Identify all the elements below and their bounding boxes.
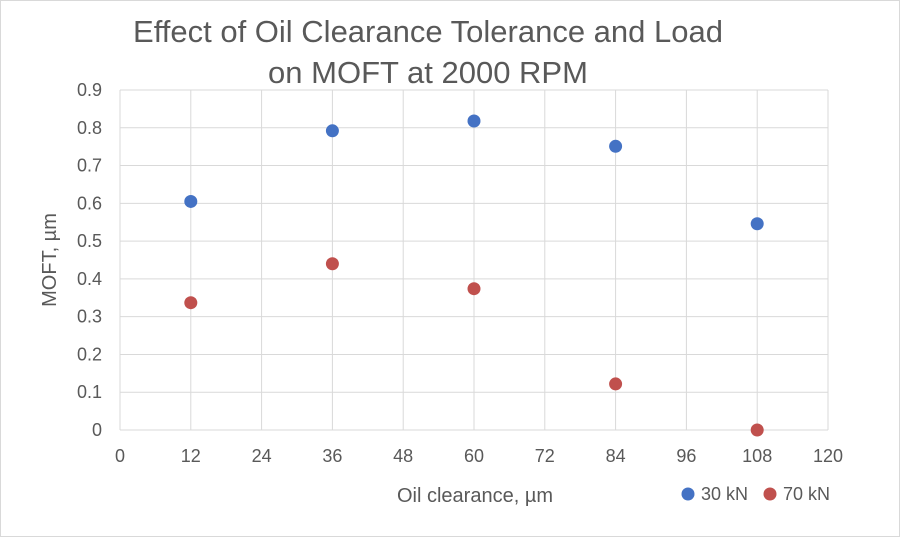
x-tick-label: 48 <box>393 446 413 466</box>
x-tick-label: 12 <box>181 446 201 466</box>
data-point-30kn-60 <box>467 114 481 128</box>
x-tick-label: 84 <box>606 446 626 466</box>
y-tick-label: 0.5 <box>77 231 102 251</box>
y-axis-title: MOFT, µm <box>39 213 61 307</box>
y-tick-label: 0.4 <box>77 269 102 289</box>
x-tick-label: 36 <box>322 446 342 466</box>
x-tick-label: 60 <box>464 446 484 466</box>
data-point-30kn-108 <box>750 217 764 231</box>
y-tick-label: 0.9 <box>77 80 102 100</box>
x-axis-tick-labels: 0 12 24 36 48 60 72 84 96 108 120 <box>115 446 843 466</box>
horizontal-gridlines <box>120 89 828 431</box>
data-point-70kn-108 <box>750 423 764 437</box>
legend-label-1: 70 kN <box>783 484 830 504</box>
chart-title-line-2: on MOFT at 2000 RPM <box>268 55 588 90</box>
x-tick-label: 0 <box>115 446 125 466</box>
data-point-30kn-12 <box>184 194 198 208</box>
legend-marker-1 <box>763 487 777 501</box>
legend: 30 kN 70 kN <box>681 484 830 504</box>
data-point-70kn-84 <box>609 377 623 391</box>
y-tick-label: 0.6 <box>77 193 102 213</box>
data-point-70kn-36 <box>325 257 339 271</box>
data-point-70kn-60 <box>467 282 481 296</box>
y-tick-label: 0.2 <box>77 344 102 364</box>
y-tick-label: 0.1 <box>77 382 102 402</box>
y-axis-tick-labels: 0 0.1 0.2 0.3 0.4 0.5 0.6 0.7 0.8 0.9 <box>77 80 102 440</box>
x-tick-label: 96 <box>676 446 696 466</box>
data-point-30kn-84 <box>609 139 623 153</box>
vertical-gridlines <box>119 90 829 430</box>
legend-marker-0 <box>681 487 695 501</box>
chart-title-line-1: Effect of Oil Clearance Tolerance and Lo… <box>133 14 723 49</box>
x-tick-label: 72 <box>535 446 555 466</box>
x-tick-label: 120 <box>813 446 843 466</box>
y-tick-label: 0.7 <box>77 156 102 176</box>
y-tick-label: 0.8 <box>77 118 102 138</box>
x-tick-label: 24 <box>252 446 272 466</box>
x-axis-title: Oil clearance, µm <box>397 485 553 507</box>
data-points <box>184 114 764 437</box>
data-point-70kn-12 <box>184 296 198 310</box>
y-tick-label: 0.3 <box>77 307 102 327</box>
data-point-30kn-36 <box>325 124 339 138</box>
legend-label-0: 30 kN <box>701 484 748 504</box>
x-tick-label: 108 <box>742 446 772 466</box>
y-tick-label: 0 <box>92 420 102 440</box>
